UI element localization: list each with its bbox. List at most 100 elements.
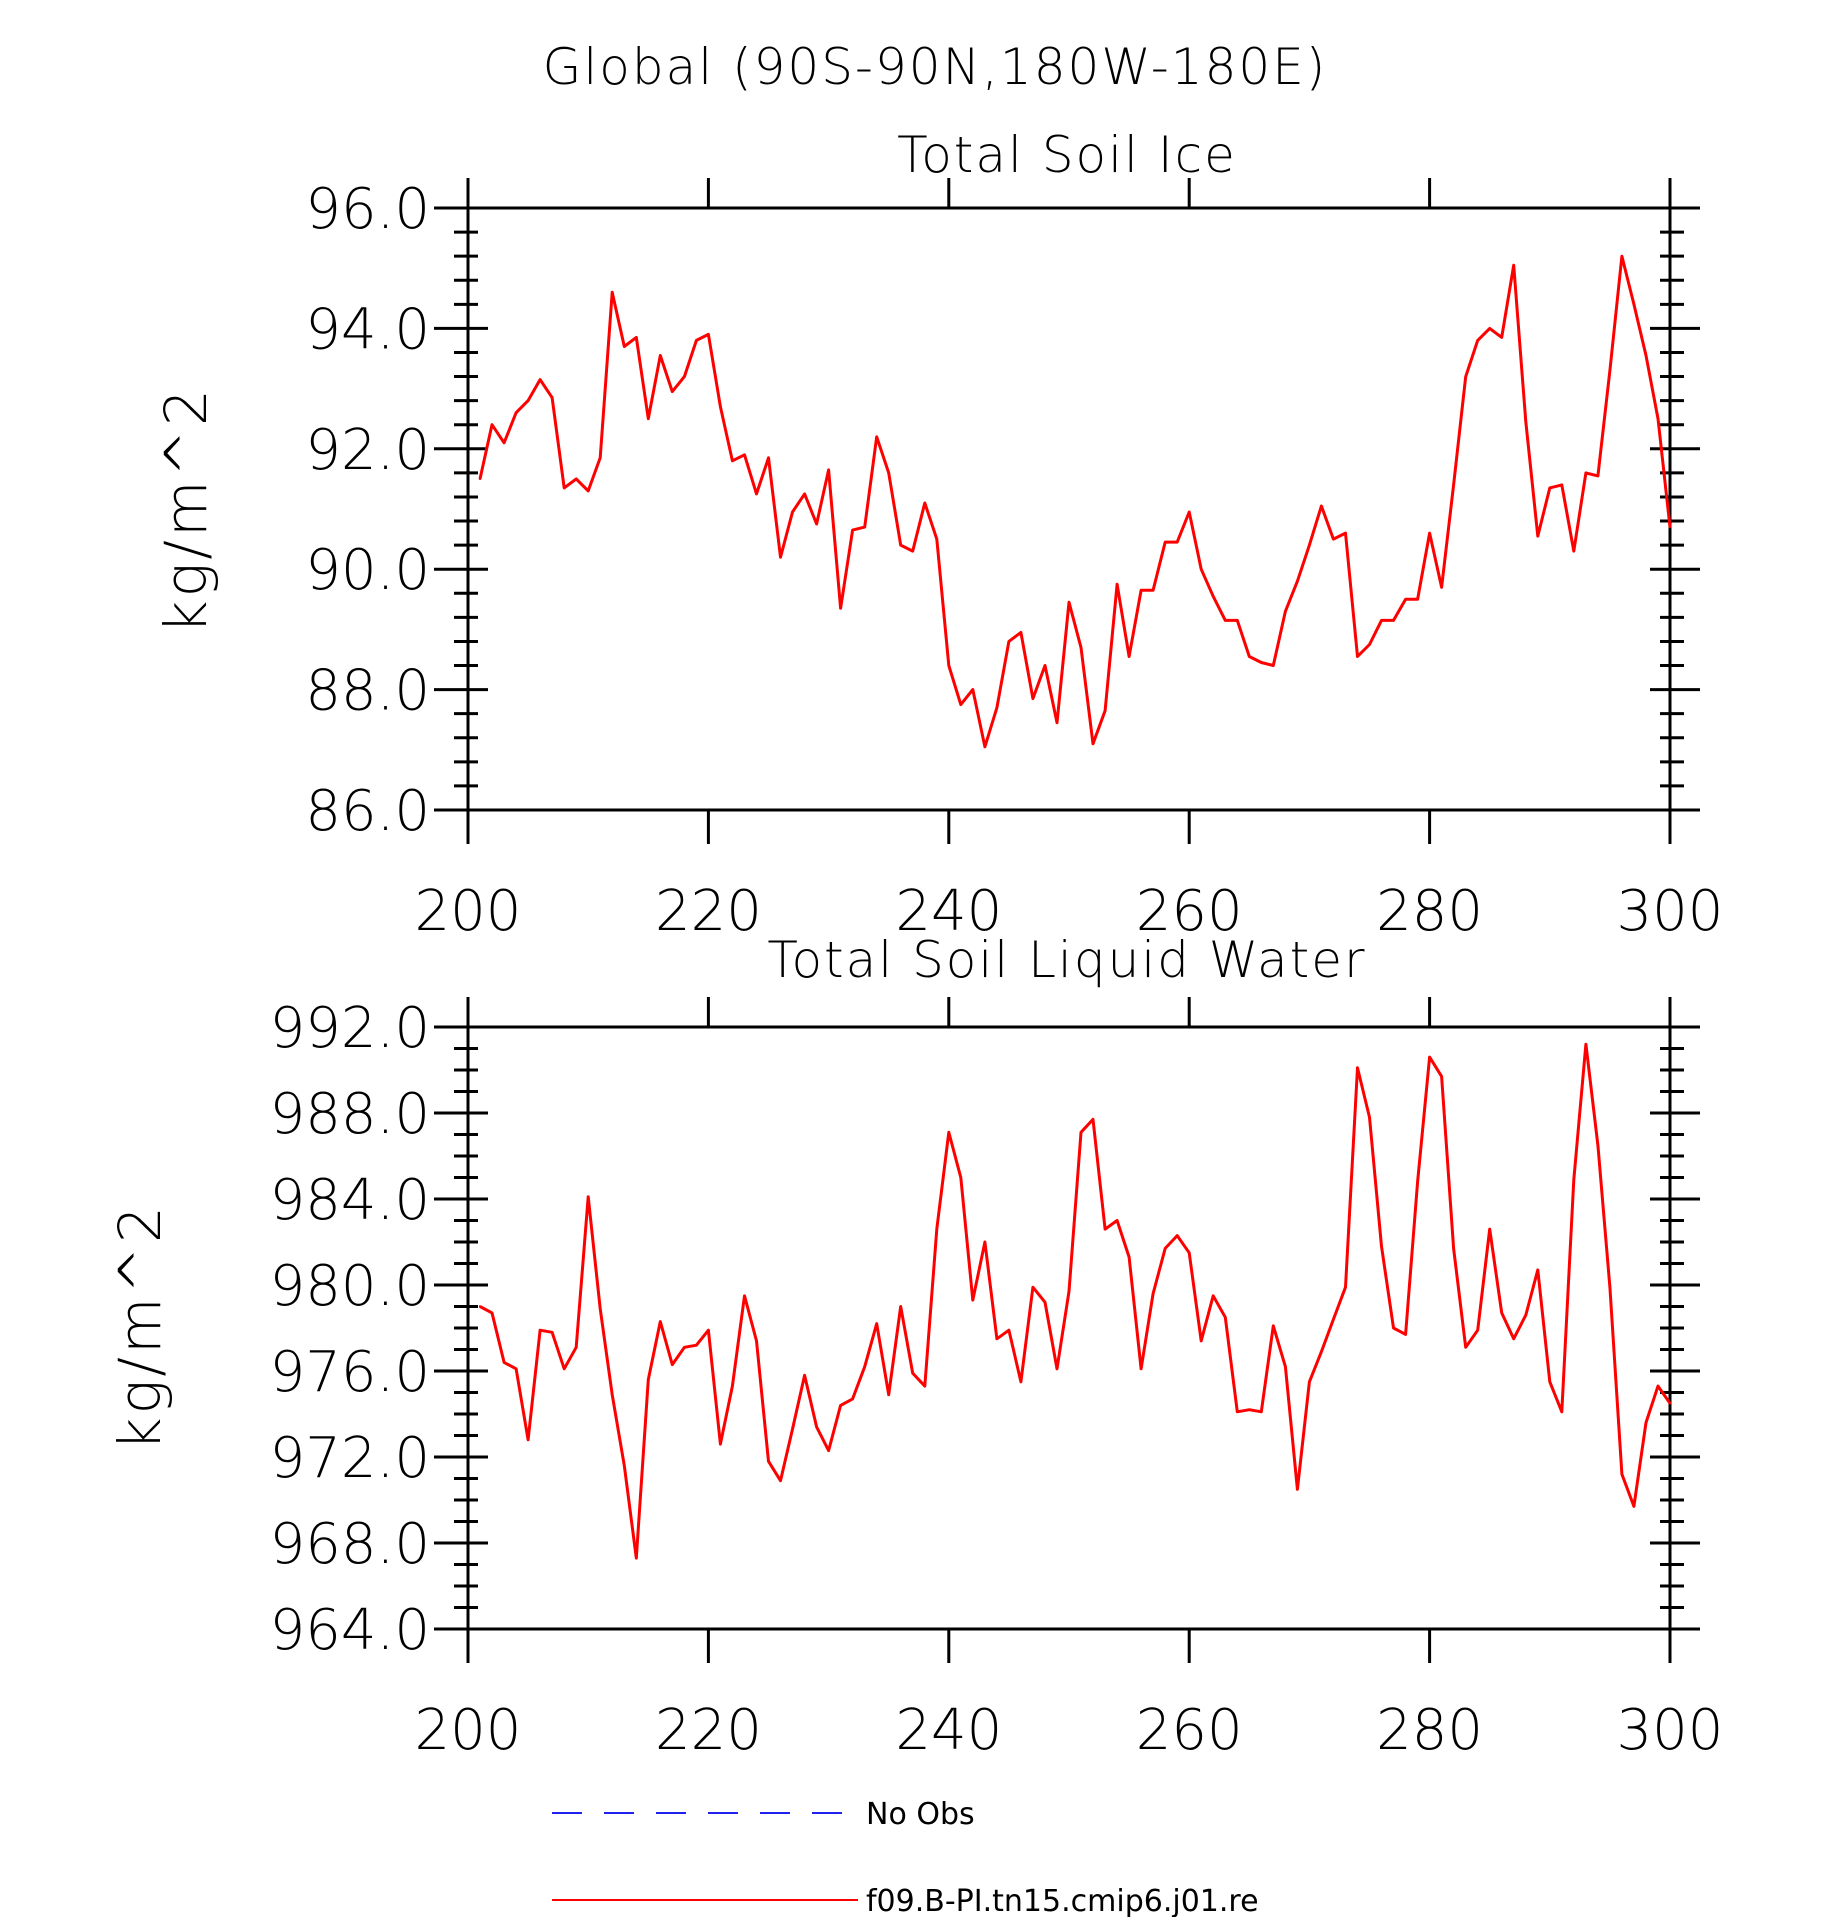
data-point [1332, 1318, 1335, 1321]
data-point [1320, 504, 1323, 508]
data-point [719, 405, 722, 408]
legend-item-no-obs: No Obs [552, 1797, 975, 1832]
data-point [1188, 510, 1191, 514]
data-point [1308, 1380, 1311, 1384]
data-point [478, 477, 482, 481]
data-point [1091, 1118, 1095, 1121]
data-point [1476, 1329, 1479, 1332]
panel-soil-ice: Total Soil Ice kg/m^2 86.0 88.0 90.0 92.0 94… [152, 126, 1723, 944]
data-point [779, 556, 782, 559]
legend-item-model-run: f09.B-PI.tn15.cmip6.j01.re [552, 1884, 1259, 1919]
data-point [587, 489, 590, 493]
data-point [1356, 1066, 1359, 1070]
data-point [647, 417, 650, 420]
data-point [1043, 1301, 1047, 1304]
axis-ticks [434, 178, 1700, 844]
data-point [538, 1329, 542, 1332]
data-point [1272, 664, 1275, 667]
data-point [1284, 1365, 1287, 1368]
series-line [478, 254, 1672, 749]
data-point [1620, 255, 1624, 258]
y-tick-label: 96.0 [305, 177, 430, 242]
data-point [1139, 589, 1143, 592]
data-point [995, 1337, 999, 1341]
data-point [1596, 474, 1600, 478]
data-point [563, 1367, 566, 1371]
y-tick-label: 92.0 [305, 418, 430, 483]
x-tick-label: 260 [1136, 1698, 1243, 1763]
data-point [550, 1331, 554, 1334]
data-point [1668, 525, 1672, 529]
data-point [1164, 1247, 1167, 1250]
data-point [767, 1460, 770, 1463]
data-point [599, 1307, 602, 1310]
data-point [959, 1176, 962, 1179]
panel-title: Total Soil Liquid Water [767, 931, 1366, 989]
data-point [995, 706, 999, 709]
data-point [1007, 1329, 1011, 1332]
data-point [1043, 664, 1047, 667]
data-point [1404, 598, 1407, 601]
data-point [1031, 1286, 1035, 1289]
data-point [1236, 619, 1239, 622]
x-tick-label: 300 [1617, 879, 1724, 944]
data-point [719, 1442, 722, 1446]
data-point [1656, 1384, 1660, 1388]
data-point [1224, 1316, 1227, 1319]
data-point [1452, 1247, 1455, 1250]
data-point [526, 399, 530, 402]
data-point [1272, 1324, 1275, 1328]
data-point [899, 1305, 902, 1308]
data-point [1164, 540, 1167, 544]
data-point [1572, 1178, 1576, 1181]
data-point [659, 354, 662, 357]
data-point [1176, 540, 1179, 544]
y-tick-labels: 964.0 968.0 972.0 976.0 980.0 984.0 988.0 992.0 [270, 996, 430, 1663]
data-point [863, 525, 866, 529]
data-point [887, 1393, 890, 1396]
data-point [1428, 531, 1431, 535]
data-point [1151, 1292, 1155, 1295]
x-tick-label: 280 [1376, 879, 1483, 944]
data-point [791, 1427, 794, 1431]
data-point [695, 1344, 698, 1347]
data-point [815, 1425, 818, 1429]
data-point [538, 378, 542, 381]
data-point [1596, 1144, 1600, 1147]
plot-frame [466, 1025, 1672, 1631]
data-point [1224, 619, 1227, 622]
data-point [1392, 619, 1395, 622]
data-point [1200, 568, 1203, 571]
data-point [502, 441, 506, 444]
x-tick-labels: 200 220 240 260 280 300 [415, 1698, 1724, 1763]
panel-soil-liquid-water: Total Soil Liquid Water kg/m^2 964.0 968.… [106, 931, 1723, 1763]
data-point [1344, 1286, 1347, 1289]
data-point [1332, 537, 1335, 541]
data-point [779, 1479, 782, 1482]
data-point [899, 543, 902, 547]
data-point [707, 333, 710, 336]
data-point [599, 456, 602, 459]
data-point [743, 453, 746, 456]
data-point [839, 1404, 842, 1407]
x-tick-label: 240 [895, 1698, 1002, 1763]
data-point [971, 1298, 974, 1302]
y-tick-label: 90.0 [305, 538, 430, 603]
data-point [1019, 1380, 1023, 1384]
legend: No Obs f09.B-PI.tn15.cmip6.j01.re [552, 1797, 1259, 1919]
data-point [1416, 1180, 1419, 1184]
data-point [623, 1464, 626, 1467]
data-point [1524, 1313, 1528, 1317]
data-point [731, 459, 734, 462]
data-point [1091, 742, 1095, 745]
x-tick-label: 280 [1376, 1698, 1483, 1763]
data-point [1007, 640, 1011, 643]
data-point [1656, 417, 1660, 420]
data-point [1536, 534, 1540, 538]
data-point [923, 1384, 926, 1388]
data-point [611, 1393, 614, 1396]
data-point [490, 1311, 494, 1315]
data-point [1296, 580, 1299, 583]
data-point [1055, 721, 1059, 724]
